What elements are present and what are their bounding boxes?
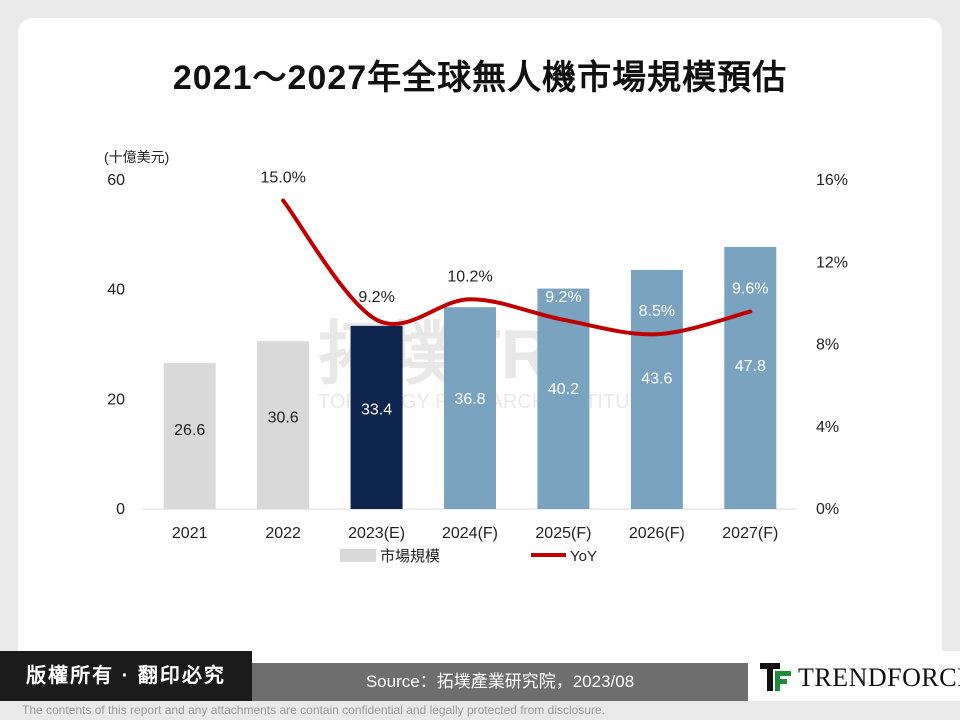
yoy-label-2027(F): 9.6% xyxy=(732,281,768,298)
x-tick-2023(E): 2023(E) xyxy=(348,525,405,542)
y-tick-0: 0 xyxy=(116,501,125,518)
bar-label-2022: 30.6 xyxy=(268,410,299,427)
yoy-label-2023(E): 9.2% xyxy=(358,289,394,306)
bar-labels-group: 26.6 30.6 33.4 36.8 40.2 43.6 47.8 xyxy=(174,358,766,439)
y-axis-label: (十億美元) xyxy=(104,149,169,165)
yoy-line xyxy=(281,198,753,337)
x-axis-ticks: 2021 2022 2023(E) 2024(F) 2025(F) 2026(F) 2027… xyxy=(172,525,778,542)
legend-label-market: 市場規模 xyxy=(380,548,440,565)
yoy-label-2024(F): 10.2% xyxy=(447,268,492,285)
trendforce-logo-text: TRENDFORCE xyxy=(798,663,960,692)
x-tick-2024(F): 2024(F) xyxy=(442,525,498,542)
legend-swatch-bar xyxy=(340,549,376,562)
yoy-labels-group: 15.0% 9.2% 10.2% 9.2% 8.5% 9.6% xyxy=(260,170,768,321)
bar-label-2027(F): 47.8 xyxy=(735,358,766,375)
y2-tick-12%: 12% xyxy=(816,254,848,271)
source-note: Source：拓墣產業研究院，2023/08 xyxy=(365,672,635,691)
bar-2023(E) xyxy=(350,325,403,509)
trendforce-logo-icon xyxy=(760,663,791,691)
bar-2024(F) xyxy=(444,307,496,509)
bar-label-2021: 26.6 xyxy=(174,422,205,439)
bar-2022 xyxy=(257,341,310,509)
trendforce-logo: TRENDFORCE xyxy=(748,651,960,701)
x-tick-2027(F): 2027(F) xyxy=(722,525,778,542)
x-tick-2026(F): 2026(F) xyxy=(629,525,685,542)
chart-title: 2021～2027年全球無人機市場規模預估 xyxy=(172,59,788,97)
bar-label-2023(E): 33.4 xyxy=(361,401,392,418)
bars-group xyxy=(163,246,777,509)
bar-label-2024(F): 36.8 xyxy=(454,391,485,408)
y-tick-20: 20 xyxy=(107,391,125,408)
yoy-label-2026(F): 8.5% xyxy=(639,303,675,320)
disclaimer: The contents of this report and any atta… xyxy=(22,703,605,717)
y-tick-40: 40 xyxy=(107,282,125,299)
bar-2027(F) xyxy=(724,246,777,509)
legend-label-yoy: YoY xyxy=(570,548,597,565)
y2-tick-8%: 8% xyxy=(816,337,839,354)
y2-tick-4%: 4% xyxy=(816,419,839,436)
bar-label-2025(F): 40.2 xyxy=(548,381,579,398)
x-tick-2021: 2021 xyxy=(172,525,208,542)
bar-label-2026(F): 43.6 xyxy=(641,371,672,388)
y-tick-60: 60 xyxy=(107,172,125,189)
y-axis-ticks: 0 20 40 60 xyxy=(107,172,125,518)
yoy-label-2025(F): 9.2% xyxy=(545,289,581,306)
y2-tick-16%: 16% xyxy=(816,172,848,189)
bar-2021 xyxy=(163,363,216,509)
copyright-notice: 版權所有 · 翻印必究 xyxy=(0,651,252,701)
y2-axis-ticks: 0% 4% 8% 12% 16% xyxy=(816,172,848,518)
x-tick-2025(F): 2025(F) xyxy=(535,525,591,542)
x-tick-2022: 2022 xyxy=(265,525,301,542)
legend: 市場規模 YoY xyxy=(340,548,597,565)
chart-area: 拓墣TRI TOPOLOGY RESEARCH INSTITUTE (十億美元)… xyxy=(104,149,848,565)
yoy-label-2022: 15.0% xyxy=(260,170,305,187)
bar-2026(F) xyxy=(630,269,683,509)
y2-tick-0%: 0% xyxy=(816,501,839,518)
